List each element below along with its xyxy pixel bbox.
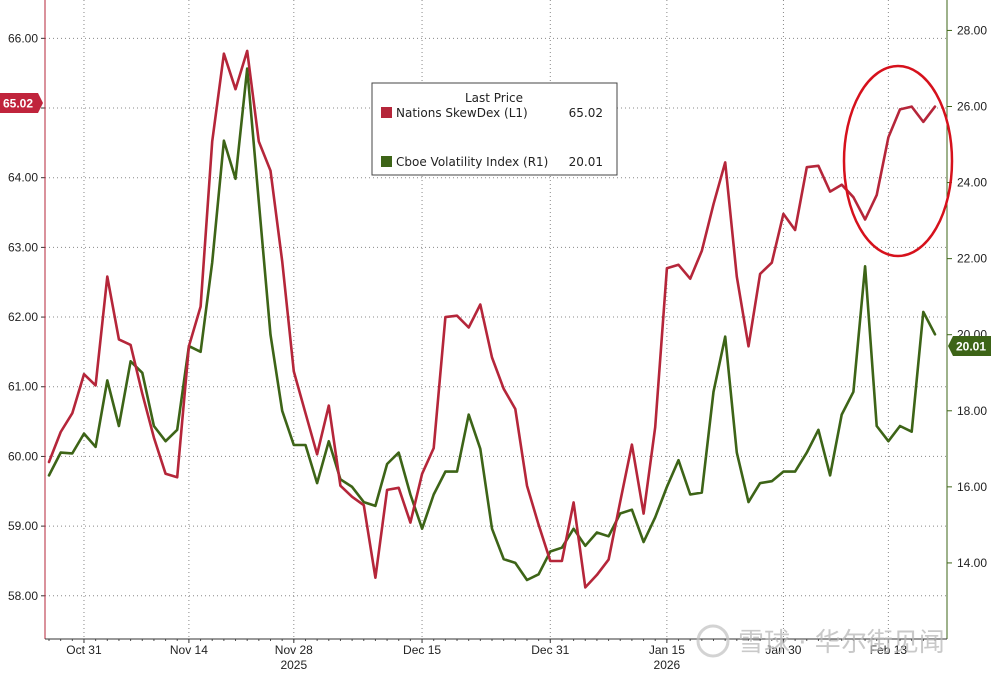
legend-swatch-skewdex bbox=[381, 107, 392, 118]
legend-label-vix: Cboe Volatility Index (R1) bbox=[396, 155, 548, 169]
legend-value-skewdex: 65.02 bbox=[569, 106, 603, 120]
x-axis-tick-label: Jan 30 bbox=[765, 643, 801, 657]
right-axis-tick-label: 26.00 bbox=[957, 100, 987, 114]
right-axis-tick-label: 28.00 bbox=[957, 23, 987, 37]
series-line-skewdex bbox=[47, 49, 937, 589]
legend-swatch-vix bbox=[381, 156, 392, 167]
left-axis-tick-label: 63.00 bbox=[8, 240, 38, 254]
highlight-ellipse bbox=[842, 64, 954, 258]
legend: Last Price Nations SkewDex (L1) 65.02 Cb… bbox=[371, 82, 618, 176]
legend-title: Last Price bbox=[465, 91, 523, 105]
watermark-logo-icon bbox=[696, 624, 730, 658]
legend-label-skewdex: Nations SkewDex (L1) bbox=[396, 106, 528, 120]
grid bbox=[45, 0, 947, 639]
x-axis-year-label: 2026 bbox=[654, 658, 681, 672]
left-axis-tick-label: 58.00 bbox=[8, 589, 38, 603]
right-axis-tick-label: 24.00 bbox=[957, 176, 987, 190]
x-axis-tick-label: Jan 15 bbox=[649, 643, 685, 657]
left-axis-tick-label: 66.00 bbox=[8, 31, 38, 45]
legend-value-vix: 20.01 bbox=[569, 155, 603, 169]
right-axis-tick-label: 16.00 bbox=[957, 480, 987, 494]
left-axis-tick-label: 61.00 bbox=[8, 380, 38, 394]
legend-box bbox=[371, 82, 618, 176]
watermark: 雪球 · 华尔街见闻 bbox=[696, 624, 945, 658]
left-axis-tick-label: 64.00 bbox=[8, 171, 38, 185]
tick-labels: 58.0059.0060.0061.0062.0063.0064.0065.00… bbox=[8, 23, 987, 672]
watermark-text: 雪球 · 华尔街见闻 bbox=[738, 628, 945, 658]
x-axis-tick-label: Oct 31 bbox=[66, 643, 102, 657]
x-axis-tick-label: Dec 31 bbox=[531, 643, 569, 657]
last-value-right: 20.01 bbox=[956, 340, 986, 354]
x-axis-tick-label: Dec 15 bbox=[403, 643, 441, 657]
right-axis-tick-label: 14.00 bbox=[957, 556, 987, 570]
x-axis-year-label: 2025 bbox=[280, 658, 307, 672]
right-axis-tick-label: 22.00 bbox=[957, 252, 987, 266]
last-value-tag-right: 20.01 bbox=[948, 336, 991, 356]
series-layer bbox=[47, 49, 937, 589]
series-line-vix bbox=[47, 67, 937, 582]
axes bbox=[41, 0, 952, 643]
x-axis-tick-label: Nov 28 bbox=[275, 643, 313, 657]
left-axis-tick-label: 59.00 bbox=[8, 519, 38, 533]
left-axis-tick-label: 60.00 bbox=[8, 449, 38, 463]
left-axis-tick-label: 62.00 bbox=[8, 310, 38, 324]
last-value-tag-left: 65.02 bbox=[0, 93, 43, 113]
x-axis-tick-label: Nov 14 bbox=[170, 643, 208, 657]
right-axis-tick-label: 18.00 bbox=[957, 404, 987, 418]
last-value-left: 65.02 bbox=[3, 97, 33, 111]
x-axis-tick-label: Feb 13 bbox=[870, 643, 908, 657]
